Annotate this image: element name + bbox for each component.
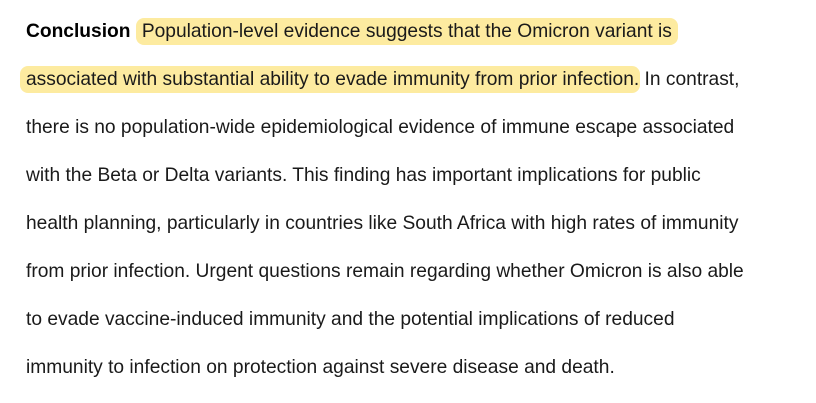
paragraph-line-6: from prior infection. Urgent questions r… <box>26 261 744 282</box>
paragraph-line-8: immunity to infection on protection agai… <box>26 357 615 378</box>
highlighted-text-1[interactable]: Population-level evidence suggests that … <box>135 18 678 45</box>
paragraph-line-1: Conclusion Population-level evidence sug… <box>26 14 806 62</box>
paragraph-line-7: to evade vaccine-induced immunity and th… <box>26 309 675 330</box>
paragraph-line-2: associated with substantial ability to e… <box>20 62 806 110</box>
line-2-text: . In contrast, <box>633 69 740 90</box>
paragraph-line-4: with the Beta or Delta variants. This fi… <box>26 165 701 186</box>
paragraph-line-3: there is no population-wide epidemiologi… <box>26 117 735 138</box>
section-heading: Conclusion <box>26 21 131 42</box>
conclusion-paragraph: Conclusion Population-level evidence sug… <box>20 14 806 398</box>
highlighted-text-2[interactable]: associated with substantial ability to e… <box>20 66 640 93</box>
paragraph-line-5: health planning, particularly in countri… <box>26 213 739 234</box>
